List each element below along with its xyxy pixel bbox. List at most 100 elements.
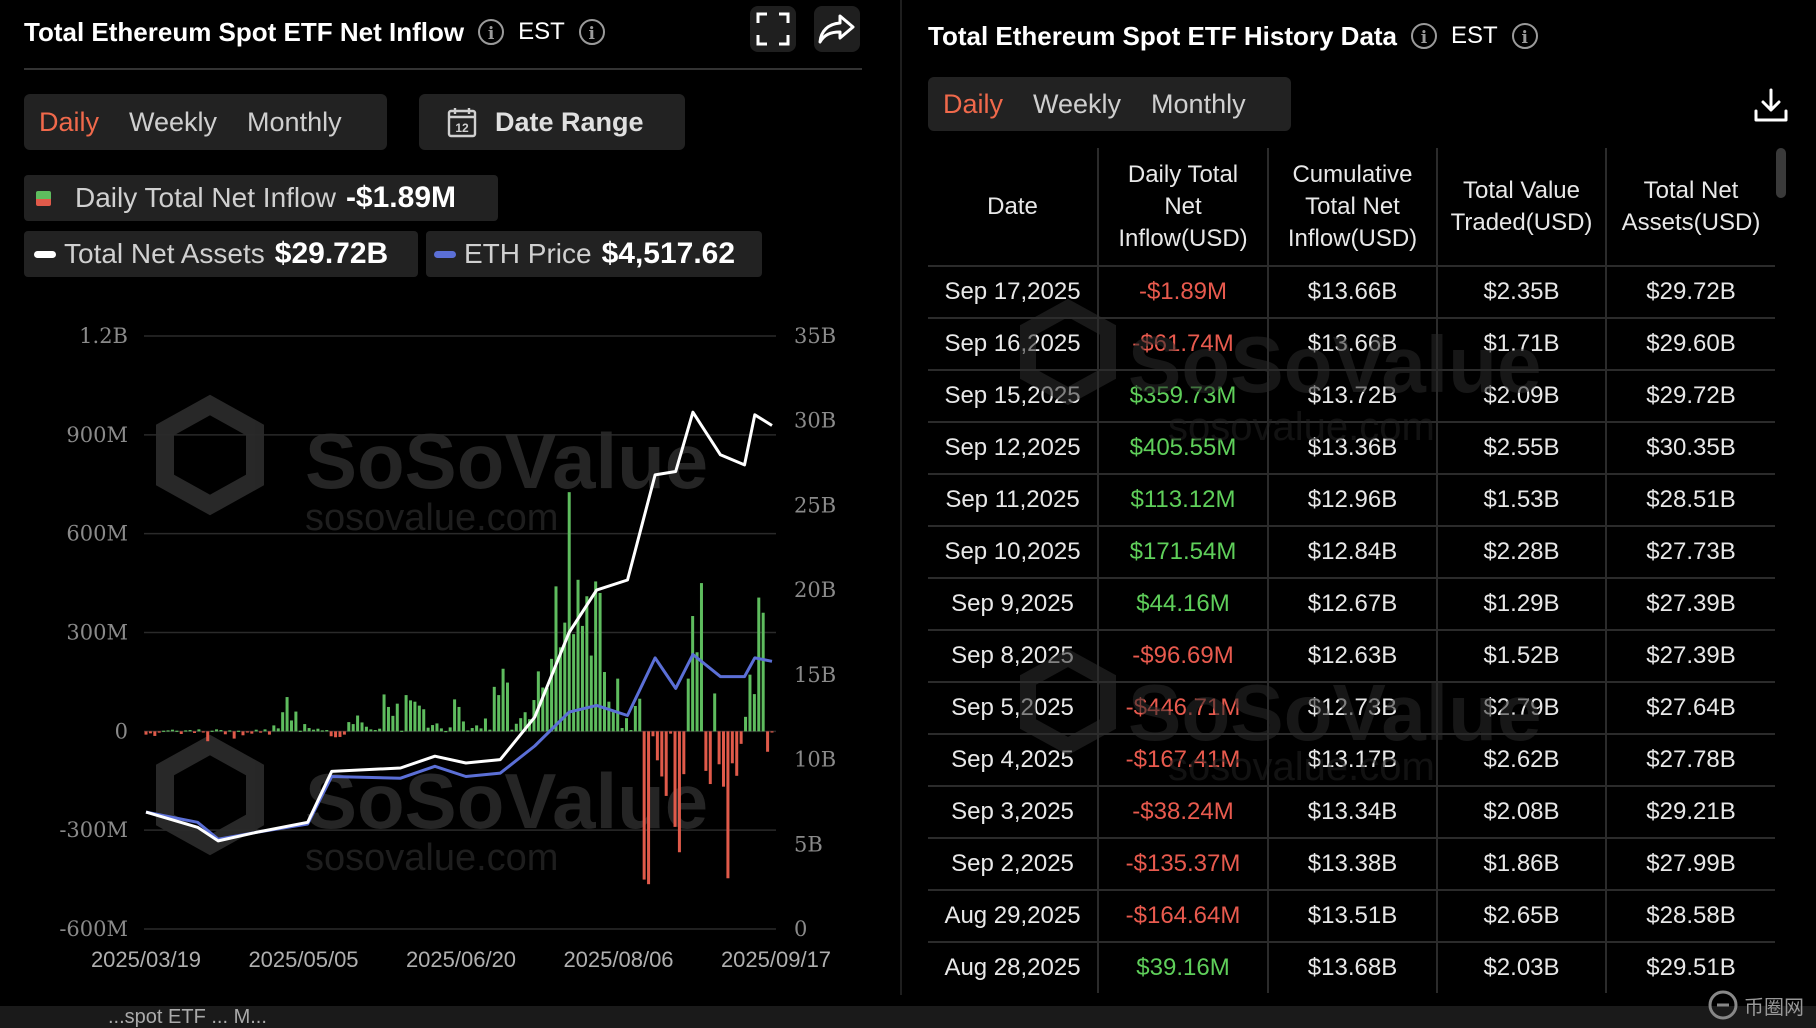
history-table-container[interactable]: Date Daily Total Net Inflow(USD) Cumulative T… xyxy=(928,148,1775,993)
inflow-bar xyxy=(153,731,157,736)
inflow-bar xyxy=(677,731,681,853)
cell-assets: $28.51B xyxy=(1606,474,1775,527)
timezone-label: EST xyxy=(518,18,565,45)
info-icon[interactable]: i xyxy=(1411,23,1438,49)
cell-date: Sep 3,2025 xyxy=(928,786,1099,839)
chart-watermark: SoSoValuesosovalue.comSoSoValuesosovalue… xyxy=(156,394,708,879)
tab-daily[interactable]: Daily xyxy=(943,88,1004,119)
table-body: Sep 17,2025 -$1.89M $13.66B $2.35B $29.72B Se… xyxy=(928,266,1775,993)
cell-date: Sep 8,2025 xyxy=(928,630,1099,683)
column-header-line: Total Value xyxy=(1463,176,1580,204)
date-range-label: Date Range xyxy=(495,106,644,137)
cell-inflow: $44.16M xyxy=(1098,578,1269,631)
info-icon[interactable]: i xyxy=(1511,23,1538,49)
inflow-bar xyxy=(409,700,413,732)
column-header-line: Date xyxy=(987,192,1038,220)
column-header: Total Value Traded(USD) xyxy=(1437,148,1607,267)
period-tabs: Daily Weekly Monthly xyxy=(24,94,387,150)
inflow-bar xyxy=(457,706,461,732)
inflow-bar xyxy=(342,731,346,735)
inflow-bar xyxy=(602,672,606,732)
inflow-bar xyxy=(369,729,373,732)
cell-inflow: $405.55M xyxy=(1098,422,1269,475)
inflow-bar xyxy=(607,701,611,732)
tab-weekly[interactable]: Weekly xyxy=(129,106,218,137)
table-scrollbar[interactable] xyxy=(1776,148,1786,198)
history-period-tabs: Daily Weekly Monthly xyxy=(928,77,1291,131)
inflow-bar xyxy=(223,731,227,735)
x-tick-label: 2025/03/19 xyxy=(91,947,201,972)
inflow-bar xyxy=(744,716,748,732)
cell-traded: $2.62B xyxy=(1437,734,1607,787)
share-icon[interactable] xyxy=(814,6,860,52)
inflow-bar xyxy=(761,612,765,732)
tab-weekly[interactable]: Weekly xyxy=(1033,88,1122,119)
inflow-bar xyxy=(206,731,210,742)
cell-traded: $2.79B xyxy=(1437,682,1607,735)
cell-cumulative: $13.34B xyxy=(1268,786,1438,839)
tab-monthly[interactable]: Monthly xyxy=(1151,88,1246,119)
inflow-bar xyxy=(289,720,293,732)
cell-cumulative: $13.66B xyxy=(1268,266,1438,319)
inflow-bar xyxy=(461,721,465,732)
column-header-line: Assets(USD) xyxy=(1621,208,1761,236)
fullscreen-icon[interactable] xyxy=(750,6,796,52)
download-icon[interactable] xyxy=(1746,80,1796,130)
inflow-chart[interactable]: SoSoValuesosovalue.comSoSoValuesosovalue… xyxy=(0,300,900,1000)
inflow-bar xyxy=(523,712,527,732)
cell-traded: $1.53B xyxy=(1437,474,1607,527)
y-left-tick-label: 1.2B xyxy=(79,324,128,348)
cell-assets: $27.73B xyxy=(1606,526,1775,579)
legend-daily-inflow[interactable]: Daily Total Net Inflow -$1.89M xyxy=(24,175,498,221)
watermark-logo-icon xyxy=(156,734,264,856)
cell-assets: $27.64B xyxy=(1606,682,1775,735)
date-range-button[interactable]: 12 Date Range xyxy=(419,94,685,150)
inflow-bar xyxy=(373,730,377,732)
inflow-bar xyxy=(475,725,479,732)
info-icon[interactable]: i xyxy=(578,19,605,45)
inflow-bar xyxy=(453,699,457,732)
legend-eth-price[interactable]: ETH Price $4,517.62 xyxy=(426,231,762,277)
table-row: Sep 15,2025 $359.73M $13.72B $2.09B $29.72B xyxy=(928,370,1775,423)
table-row: Aug 29,2025 -$164.64M $13.51B $2.65B $28.58B xyxy=(928,890,1775,943)
cell-assets: $27.39B xyxy=(1606,630,1775,683)
x-tick-label: 2025/09/17 xyxy=(721,947,831,972)
cell-cumulative: $13.66B xyxy=(1268,318,1438,371)
inflow-bar xyxy=(347,722,351,732)
legend-net-assets[interactable]: Total Net Assets $29.72B xyxy=(24,231,418,277)
column-header-line: Cumulative xyxy=(1292,160,1413,188)
info-icon[interactable]: i xyxy=(478,19,505,45)
cell-cumulative: $13.72B xyxy=(1268,370,1438,423)
table-row: Sep 16,2025 -$61.74M $13.66B $1.71B $29.60B xyxy=(928,318,1775,371)
y-left-tick-label: 600M xyxy=(66,522,128,546)
cell-assets: $28.58B xyxy=(1606,890,1775,943)
cell-cumulative: $13.68B xyxy=(1268,942,1438,993)
table-row: Sep 9,2025 $44.16M $12.67B $1.29B $27.39B xyxy=(928,578,1775,631)
cell-cumulative: $12.84B xyxy=(1268,526,1438,579)
inflow-bar xyxy=(642,731,646,880)
corner-logo-text: 币圈网 xyxy=(1744,996,1804,1019)
history-data-panel: Total Ethereum Spot ETF History Data i E… xyxy=(928,0,1816,1028)
cell-date: Sep 9,2025 xyxy=(928,578,1099,631)
cell-date: Sep 2,2025 xyxy=(928,838,1099,891)
cell-inflow: $39.16M xyxy=(1098,942,1269,993)
net-inflow-panel: Total Ethereum Spot ETF Net Inflow i EST… xyxy=(0,0,900,1028)
inflow-bar xyxy=(197,729,201,732)
cell-cumulative: $13.38B xyxy=(1268,838,1438,891)
table-row: Sep 10,2025 $171.54M $12.84B $2.28B $27.73B xyxy=(928,526,1775,579)
column-header: Daily Total Net Inflow(USD) xyxy=(1098,148,1269,267)
tab-monthly[interactable]: Monthly xyxy=(247,106,342,137)
inflow-bar xyxy=(431,725,435,732)
history-title: Total Ethereum Spot ETF History Data xyxy=(928,20,1398,51)
cell-inflow: -$61.74M xyxy=(1098,318,1269,371)
net-assets-line xyxy=(145,410,773,843)
tab-daily[interactable]: Daily xyxy=(39,106,100,137)
inflow-bar xyxy=(237,730,241,732)
y-left-tick-label: 0 xyxy=(115,719,128,743)
inflow-bar xyxy=(625,718,629,732)
inflow-bar xyxy=(422,709,426,732)
inflow-bar xyxy=(435,723,439,732)
cell-cumulative: $12.96B xyxy=(1268,474,1438,527)
inflow-bar xyxy=(598,592,602,732)
inflow-bar xyxy=(329,731,333,737)
